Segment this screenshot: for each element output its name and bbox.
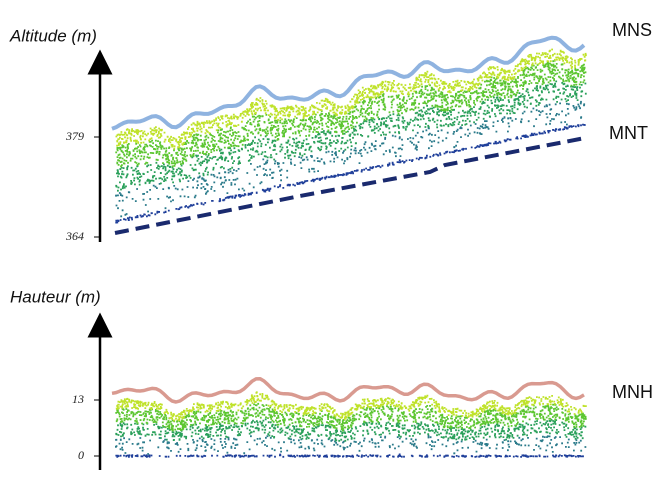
mnt-curve bbox=[114, 136, 586, 235]
point-clouds bbox=[115, 48, 587, 458]
tick-label: 364 bbox=[65, 229, 84, 243]
altitude-axis-label: Altitude (m) bbox=[9, 26, 97, 45]
tick-label: 0 bbox=[78, 448, 84, 462]
point-cloud bbox=[115, 391, 587, 422]
point-cloud bbox=[115, 434, 587, 455]
mns-curve bbox=[111, 35, 586, 131]
point-cloud bbox=[115, 48, 587, 150]
curve-label: MNH bbox=[612, 382, 653, 402]
curve-label: MNT bbox=[609, 123, 648, 143]
point-cloud bbox=[115, 418, 587, 442]
curve-label: MNS bbox=[612, 20, 652, 40]
point-cloud bbox=[115, 80, 587, 192]
mnh-curve bbox=[111, 376, 585, 404]
point-cloud bbox=[115, 123, 586, 224]
tick-label: 379 bbox=[65, 129, 84, 143]
point-cloud bbox=[115, 402, 587, 432]
point-cloud bbox=[115, 453, 584, 458]
point-cloud bbox=[115, 100, 586, 218]
tick-label: 13 bbox=[72, 392, 84, 406]
height-axis-label: Hauteur (m) bbox=[10, 287, 101, 306]
